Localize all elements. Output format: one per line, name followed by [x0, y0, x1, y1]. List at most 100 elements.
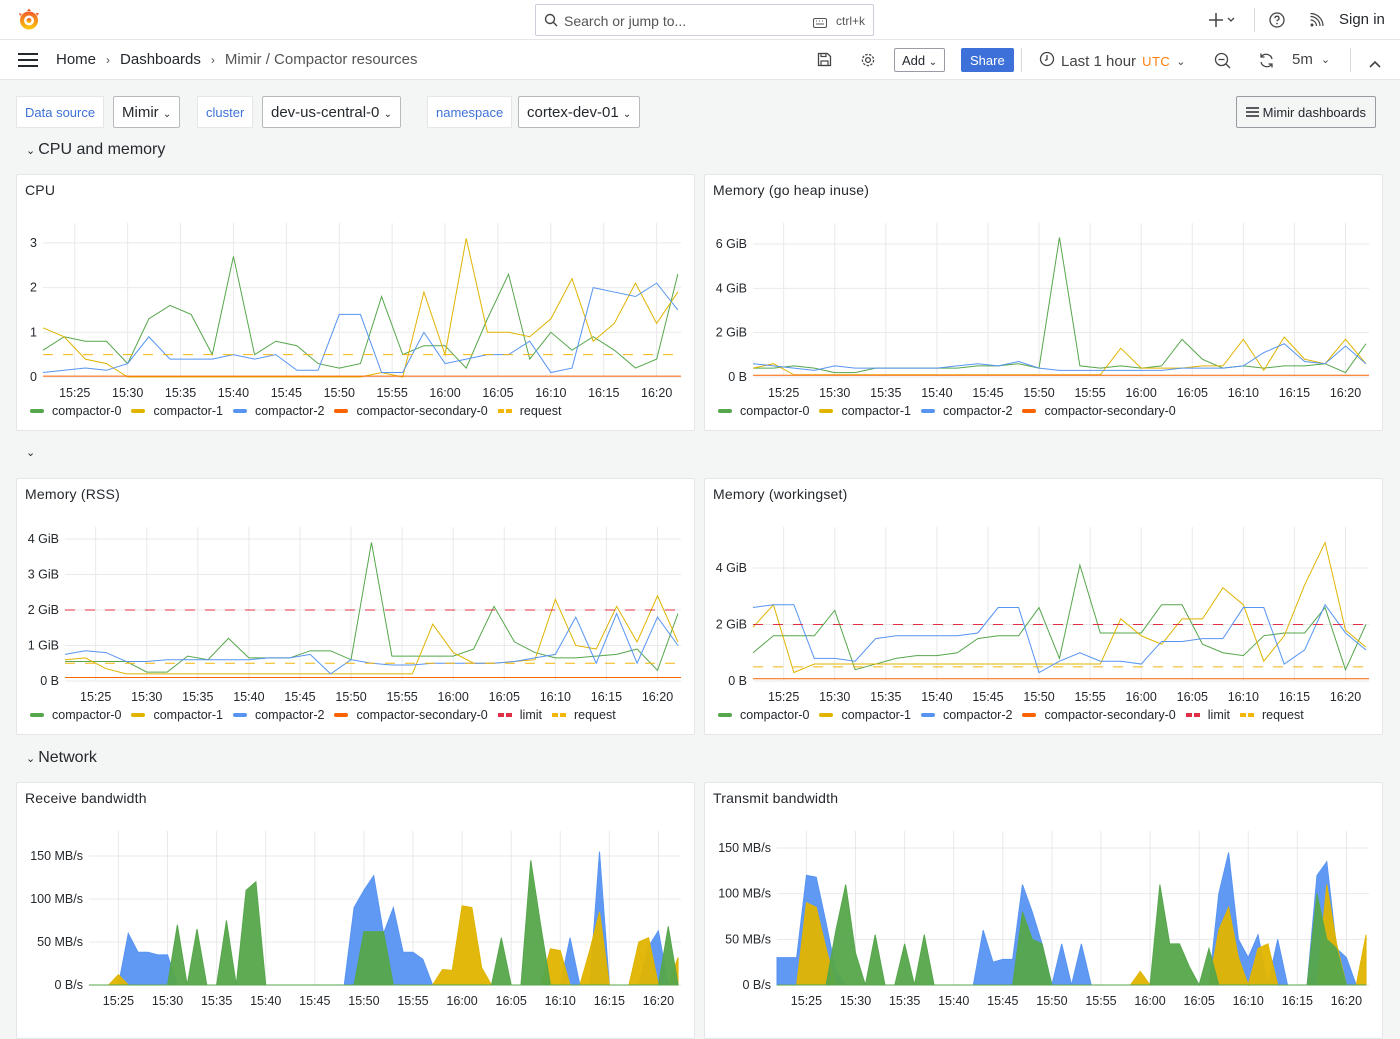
legend-item[interactable]: compactor-1: [131, 708, 223, 722]
series-compactor-2[interactable]: [752, 343, 1367, 371]
share-button[interactable]: Share: [961, 48, 1014, 72]
chart-plot[interactable]: 15:25 15:30 15:35 15:40 15:45 15:50 15:55 16:00…: [17, 783, 695, 1008]
chevron-up-icon[interactable]: [1369, 55, 1381, 73]
series-compactor-1[interactable]: [64, 594, 679, 675]
search-icon: [544, 13, 558, 32]
sign-in-link[interactable]: Sign in: [1339, 11, 1385, 28]
variable-select-namespace[interactable]: cortex-dev-01 ⌄: [518, 96, 641, 128]
y-tick-label: 2 GiB: [716, 617, 747, 631]
legend-item[interactable]: compactor-1: [131, 404, 223, 418]
chevron-down-icon: ⌄: [1176, 55, 1186, 68]
legend-item[interactable]: compactor-secondary-0: [334, 708, 488, 722]
series-compactor-0[interactable]: [777, 884, 1367, 987]
series-compactor-2[interactable]: [64, 612, 679, 675]
breadcrumb-dashboards[interactable]: Dashboards: [120, 51, 201, 68]
chart-plot[interactable]: 15:25 15:30 15:35 15:40 15:45 15:50 15:55 16:00…: [705, 479, 1383, 704]
series-compactor-0[interactable]: [752, 563, 1367, 672]
legend-item[interactable]: request: [1239, 708, 1304, 722]
x-tick-label: 15:50: [1023, 386, 1054, 400]
x-tick-label: 15:25: [768, 690, 799, 704]
legend-marker: [718, 409, 732, 413]
row-network[interactable]: ⌄ Network: [26, 749, 97, 767]
series-compactor-2[interactable]: [752, 603, 1367, 674]
legend-marker: [334, 409, 349, 413]
panel-transmit-bandwidth[interactable]: Transmit bandwidth 15:25 15:30 15:35 15:40 1…: [704, 782, 1383, 1039]
series-compactor-2[interactable]: [42, 282, 679, 374]
chevron-down-icon: ⌄: [26, 144, 36, 157]
legend-item[interactable]: compactor-secondary-0: [1022, 708, 1176, 722]
legend-item[interactable]: compactor-2: [920, 708, 1012, 722]
legend-item[interactable]: limit: [497, 708, 542, 722]
series-compactor-0[interactable]: [89, 860, 679, 986]
share-button-label: Share: [970, 53, 1005, 68]
y-tick-label: 0 B: [728, 674, 747, 688]
panel-memory-go-heap[interactable]: Memory (go heap inuse) 15:25 15:30 15:35 15…: [704, 174, 1383, 431]
x-tick-label: 16:00: [446, 994, 477, 1008]
chart-plot[interactable]: 15:25 15:30 15:35 15:40 15:45 15:50 15:55 16:00…: [17, 175, 695, 400]
chart-plot[interactable]: 15:25 15:30 15:35 15:40 15:45 15:50 15:55 16:00…: [17, 479, 695, 704]
mimir-dashboards-link[interactable]: Mimir dashboards: [1236, 96, 1376, 128]
rss-news-icon[interactable]: [1309, 12, 1324, 33]
legend-item[interactable]: compactor-2: [232, 708, 324, 722]
breadcrumb-home[interactable]: Home: [56, 51, 97, 68]
row-collapse-toggle[interactable]: ⌄: [26, 446, 35, 459]
series-compactor-2[interactable]: [776, 852, 1367, 986]
legend-marker: [131, 713, 146, 717]
legend-item[interactable]: compactor-0: [718, 708, 809, 722]
chart-plot[interactable]: 15:25 15:30 15:35 15:40 15:45 15:50 15:55 16:00…: [705, 783, 1383, 1008]
panel-cpu[interactable]: CPU 15:25 15:30 15:35 15:40 15:45 15:50 15:55 1…: [16, 174, 695, 431]
refresh-icon[interactable]: [1258, 52, 1275, 74]
legend-marker: [920, 713, 935, 717]
add-button-label: Add: [902, 53, 926, 68]
series-compactor-1[interactable]: [752, 336, 1367, 376]
divider: [1021, 48, 1022, 72]
x-tick-label: 15:25: [768, 386, 799, 400]
x-tick-label: 15:55: [1085, 994, 1116, 1008]
variable-select-cluster[interactable]: dev-us-central-0 ⌄: [262, 96, 401, 128]
legend-item[interactable]: compactor-2: [920, 404, 1013, 418]
x-tick-label: 15:30: [840, 994, 871, 1008]
variable-select-datasource[interactable]: Mimir ⌄: [113, 96, 181, 128]
series-compactor-0[interactable]: [753, 237, 1367, 374]
legend-item[interactable]: compactor-0: [30, 404, 121, 418]
legend-item[interactable]: compactor-secondary-0: [1022, 404, 1176, 418]
x-tick-label: 15:40: [218, 386, 249, 400]
legend-item[interactable]: compactor-secondary-0: [334, 404, 488, 418]
panel-memory-workingset[interactable]: Memory (workingset) 15:25 15:30 15:35 15:40…: [704, 478, 1383, 735]
panel-memory-rss[interactable]: Memory (RSS) 15:25 15:30 15:35 15:40 15:45 15…: [16, 478, 695, 735]
grafana-logo-icon[interactable]: [17, 8, 41, 32]
series-compactor-1[interactable]: [752, 541, 1367, 674]
legend-item[interactable]: limit: [1185, 708, 1230, 722]
refresh-interval-picker[interactable]: 5m ⌄: [1292, 51, 1330, 68]
menu-hamburger-icon[interactable]: [18, 53, 38, 72]
legend-item[interactable]: request: [551, 708, 616, 722]
zoom-out-icon[interactable]: [1214, 52, 1231, 74]
add-button[interactable]: Add ⌄: [894, 48, 946, 72]
legend-item[interactable]: compactor-2: [232, 404, 324, 418]
x-tick-label: 15:45: [284, 690, 315, 704]
series-compactor-0[interactable]: [65, 542, 679, 673]
new-plus-icon[interactable]: [1209, 12, 1237, 33]
series-compactor-0[interactable]: [42, 256, 679, 369]
row-cpu-memory[interactable]: ⌄ CPU and memory: [26, 141, 165, 159]
legend-item[interactable]: compactor-1: [819, 708, 911, 722]
save-icon[interactable]: [817, 52, 832, 72]
series-compactor-1[interactable]: [42, 238, 679, 378]
settings-gear-icon[interactable]: [860, 52, 876, 73]
legend-label: compactor-1: [841, 708, 911, 722]
search-input[interactable]: Search or jump to... ctrl+k: [535, 4, 874, 36]
time-range-picker[interactable]: Last 1 hour UTC ⌄: [1039, 51, 1186, 71]
help-icon[interactable]: [1269, 12, 1285, 33]
clock-icon: [1039, 51, 1055, 71]
y-tick-label: 0 B/s: [743, 978, 772, 992]
legend-item[interactable]: compactor-0: [718, 404, 809, 418]
legend-label: compactor-2: [942, 404, 1013, 418]
chart-plot[interactable]: 15:25 15:30 15:35 15:40 15:45 15:50 15:55 16:00…: [705, 175, 1383, 400]
x-tick-label: 15:45: [271, 386, 302, 400]
panel-receive-bandwidth[interactable]: Receive bandwidth 15:25 15:30 15:35 15:40 15…: [16, 782, 695, 1039]
legend-item[interactable]: request: [497, 404, 561, 418]
legend-marker: [718, 713, 732, 717]
y-tick-label: 4 GiB: [716, 561, 747, 575]
legend-item[interactable]: compactor-1: [819, 404, 911, 418]
legend-item[interactable]: compactor-0: [30, 708, 121, 722]
